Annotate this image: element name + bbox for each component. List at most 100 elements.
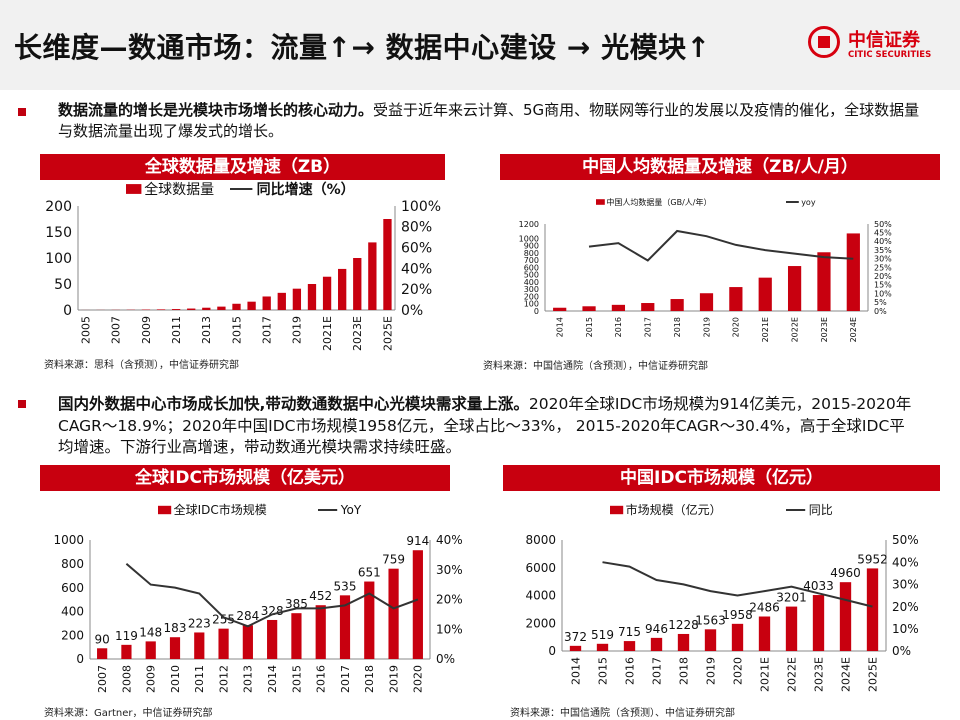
x-tick-label: 2019 (702, 317, 711, 337)
x-tick-label: 2008 (120, 665, 133, 693)
legend-bar-swatch (596, 199, 605, 205)
bar (156, 309, 166, 310)
x-tick-label: 2020 (731, 657, 744, 685)
bar (291, 613, 302, 659)
y2-tick-label: 20% (874, 272, 892, 281)
x-tick-label: 2009 (145, 665, 158, 693)
bar-data-label: 328 (261, 604, 284, 618)
x-tick-label: 2011 (170, 316, 183, 344)
bar (569, 645, 582, 651)
header-bar: 长维度—数通市场：流量↑→ 数据中心建设 → 光模块↑ 中信证券 CITIC S… (0, 0, 960, 90)
bar-data-label: 90 (95, 632, 110, 646)
chart-2-banner: 中国人均数据量及增速（ZB/人/月） (500, 154, 940, 180)
y-tick-label: 1000 (53, 533, 84, 547)
x-tick-label: 2017 (261, 316, 274, 344)
bar-data-label: 148 (139, 625, 162, 639)
bar (145, 641, 156, 659)
x-tick-label: 2024E (839, 657, 852, 692)
y2-tick-label: 0% (892, 644, 911, 658)
bar-data-label: 372 (564, 630, 587, 644)
series-line (125, 563, 419, 628)
chart-global-idc-market: 全球IDC市场规模 YoY 0 200 400 600 800 1000 0% 10% 20% 30%… (53, 502, 463, 693)
bar (187, 308, 196, 310)
y2-tick-label: 30% (436, 563, 463, 577)
legend-label: 市场规模（亿元） (626, 502, 722, 517)
bar-data-label: 4033 (803, 579, 834, 593)
x-tick-label: 2024E (849, 317, 858, 342)
x-tick-label: 2010 (169, 665, 182, 693)
bar (171, 309, 181, 310)
x-tick-label: 2015 (230, 316, 243, 344)
y-tick-label: 150 (45, 225, 72, 241)
bar (866, 568, 879, 651)
x-tick-label: 2017 (339, 665, 352, 693)
x-tick-label: 2019 (704, 657, 717, 685)
y2-tick-label: 0% (401, 303, 423, 319)
citic-logo-icon (808, 26, 840, 58)
bar (97, 648, 108, 659)
chart-2-source: 资料来源：中国信通院（含预测），中信证券研究部 (483, 361, 708, 372)
bar (623, 641, 636, 651)
y2-tick-label: 10% (892, 622, 919, 636)
paragraph-2: 国内外数据中心市场成长加快,带动数通数据中心光模块需求量上涨。2020年全球ID… (58, 394, 918, 459)
y-tick-label: 100 (45, 251, 72, 267)
y-tick-label: 0 (548, 644, 556, 658)
x-tick-label: 2014 (266, 665, 279, 693)
bar (292, 288, 302, 310)
y-tick-label: 800 (524, 249, 539, 258)
bar (364, 581, 375, 659)
x-tick-label: 2015 (585, 317, 594, 337)
bar-data-label: 183 (164, 621, 187, 635)
x-tick-label: 2005 (79, 316, 92, 344)
y-tick-label: 0 (63, 303, 72, 319)
series-line (588, 229, 854, 262)
y-tick-label: 600 (524, 263, 539, 272)
y-tick-label: 500 (524, 271, 539, 280)
bar (262, 296, 271, 310)
x-tick-label: 2015 (290, 665, 303, 693)
y-tick-label: 200 (45, 199, 72, 215)
y-tick-label: 200 (524, 292, 539, 301)
paragraph-1-lead: 数据流量的增长是光模块市场增长的核心动力。 (58, 101, 374, 119)
y-tick-label: 0 (534, 307, 539, 316)
bar (582, 306, 596, 311)
x-tick-label: 2012 (217, 665, 230, 693)
x-tick-label: 2023E (820, 317, 829, 342)
y2-tick-label: 20% (401, 282, 432, 298)
bar-data-label: 452 (309, 589, 332, 603)
chart-4-banner: 中国IDC市场规模（亿元） (503, 465, 940, 491)
y-tick-label: 900 (524, 242, 539, 251)
bar (267, 619, 278, 659)
bar (232, 303, 241, 310)
y2-tick-label: 45% (874, 229, 892, 238)
bar (307, 284, 317, 310)
bar (383, 219, 392, 310)
legend-bar-swatch (610, 505, 624, 515)
x-tick-label: 2018 (677, 657, 690, 685)
y2-tick-label: 25% (874, 263, 892, 272)
x-tick-label: 2023E (351, 316, 364, 351)
bullet-icon (18, 400, 26, 408)
x-tick-label: 2007 (96, 665, 109, 693)
bar (217, 306, 226, 310)
paragraph-2-body: 2020年全球IDC市场规模为914亿美元，2015-2020年CAGR～18.… (58, 395, 912, 456)
x-tick-label: 2025E (381, 316, 394, 351)
x-tick-label: 2015 (596, 657, 609, 685)
legend-label: 全球IDC市场规模 (174, 502, 267, 517)
bar (812, 595, 825, 651)
x-tick-label: 2020 (732, 317, 741, 337)
x-tick-label: 2011 (193, 665, 206, 693)
legend-label: 同比 (809, 503, 833, 517)
bar (758, 277, 772, 311)
y2-tick-label: 30% (874, 255, 892, 264)
series-line (602, 561, 873, 608)
x-tick-label: 2018 (673, 317, 682, 337)
bar-data-label: 759 (382, 553, 405, 567)
x-tick-label: 2020 (412, 665, 425, 693)
y-tick-label: 2000 (525, 616, 556, 630)
y-tick-label: 1200 (519, 220, 539, 229)
bar (277, 292, 286, 310)
bar (194, 632, 205, 659)
logo-name-en: CITIC SECURITIES (848, 50, 932, 60)
bar (758, 616, 771, 651)
